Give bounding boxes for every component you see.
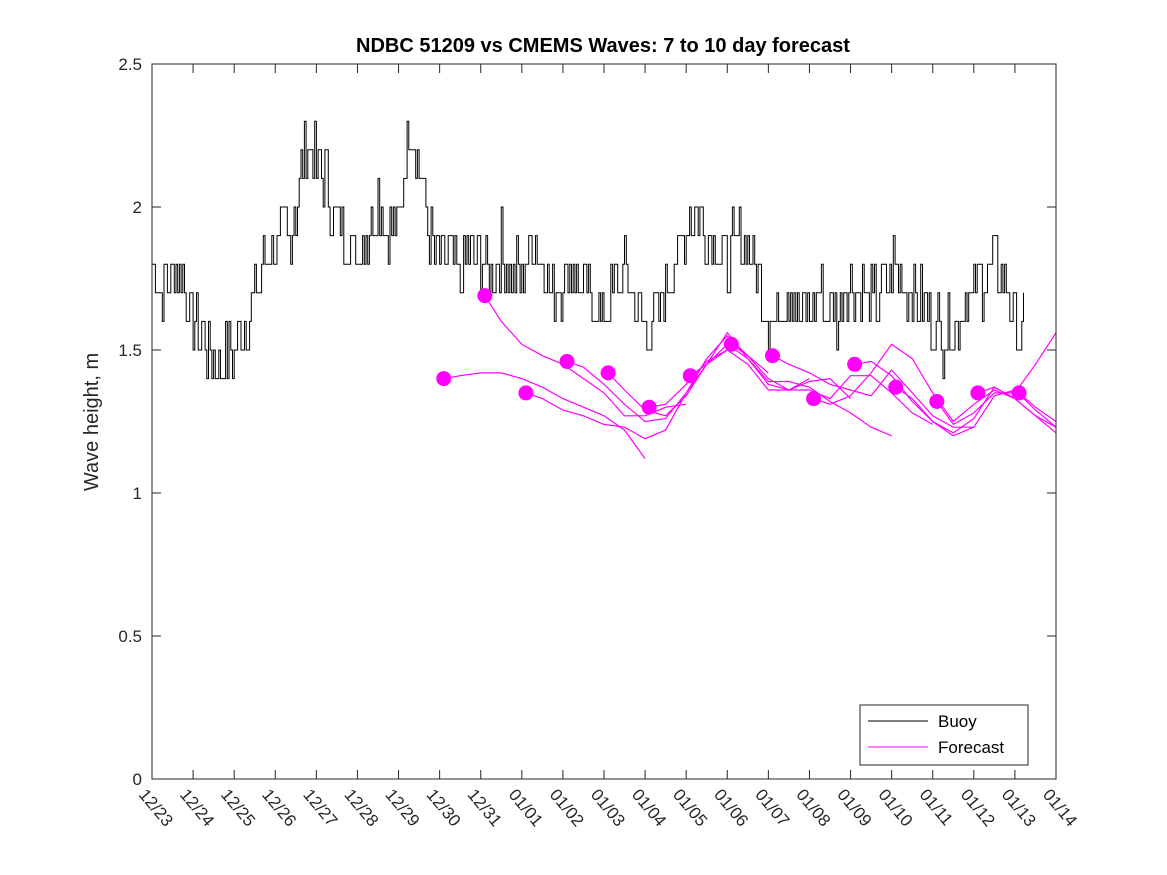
x-tick-label: 01/08 (792, 785, 834, 830)
forecast-start-marker-12 (888, 379, 904, 395)
forecast-start-marker-8 (723, 336, 739, 352)
x-tick-label: 01/12 (957, 785, 999, 830)
x-tick-label: 01/10 (875, 785, 917, 830)
x-tick-label: 12/26 (258, 785, 300, 830)
plot-lines (152, 120, 1057, 460)
forecast-start-marker-3 (518, 385, 534, 401)
x-tick-label: 12/25 (217, 785, 259, 830)
forecast-series-line-6 (649, 349, 851, 408)
x-tick-label: 01/06 (710, 785, 752, 830)
x-tick-label: 01/02 (546, 785, 588, 830)
y-tick-label: 2 (133, 198, 142, 217)
x-tick-label: 01/11 (916, 785, 957, 829)
forecast-series-line-9 (772, 355, 974, 428)
forecast-series-line-3 (525, 349, 728, 440)
x-tick-label: 12/30 (423, 785, 465, 830)
x-tick-label: 12/29 (381, 785, 423, 830)
legend-box (859, 704, 1029, 766)
buoy-series-line (152, 120, 1024, 380)
x-tick-label: 12/27 (299, 785, 341, 830)
x-tick-label: 01/14 (1039, 785, 1081, 830)
y-tick-label: 1 (133, 484, 142, 503)
forecast-start-marker-1 (436, 371, 452, 387)
y-tick-label: 2.5 (118, 55, 142, 74)
legend-buoy-label: Buoy (938, 712, 977, 731)
x-tick-label: 01/07 (751, 785, 793, 830)
legend: Buoy Forecast (859, 704, 1029, 766)
x-tick-label: 01/05 (669, 785, 711, 830)
x-tick-label: 12/23 (135, 785, 177, 830)
forecast-start-marker-5 (600, 365, 616, 381)
forecast-start-marker-9 (764, 348, 780, 364)
forecast-series-line-1 (443, 372, 646, 460)
forecast-start-marker-14 (970, 385, 986, 401)
y-tick-label: 1.5 (118, 341, 142, 360)
forecast-series-line-8 (731, 343, 933, 425)
forecast-start-marker-6 (641, 399, 657, 415)
forecast-start-marker-11 (847, 356, 863, 372)
forecast-start-marker-4 (559, 353, 575, 369)
forecast-start-marker-7 (682, 368, 698, 384)
x-tick-label: 01/03 (587, 785, 629, 830)
forecast-start-marker-10 (806, 391, 822, 407)
x-tick-label: 01/01 (505, 785, 547, 830)
forecast-series-line-13 (936, 332, 1057, 426)
legend-forecast-label: Forecast (938, 738, 1004, 757)
forecast-start-marker-15 (1011, 385, 1027, 401)
y-tick-label: 0 (133, 770, 142, 789)
forecast-series-line-7 (689, 343, 892, 437)
forecast-start-marker-2 (477, 288, 493, 304)
forecast-start-marker-13 (929, 393, 945, 409)
plot-area (152, 64, 1056, 779)
x-tick-label: 12/24 (176, 785, 218, 830)
chart-title: NDBC 51209 vs CMEMS Waves: 7 to 10 day f… (356, 35, 850, 57)
x-tick-label: 01/04 (628, 785, 670, 830)
y-tick-label: 0.5 (118, 627, 142, 646)
y-axis-label: Wave height, m (81, 353, 103, 491)
x-tick-label: 12/28 (340, 785, 382, 830)
x-tick-label: 01/09 (833, 785, 875, 830)
x-tick-label: 12/31 (464, 785, 506, 830)
x-tick-label: 01/13 (998, 785, 1040, 830)
